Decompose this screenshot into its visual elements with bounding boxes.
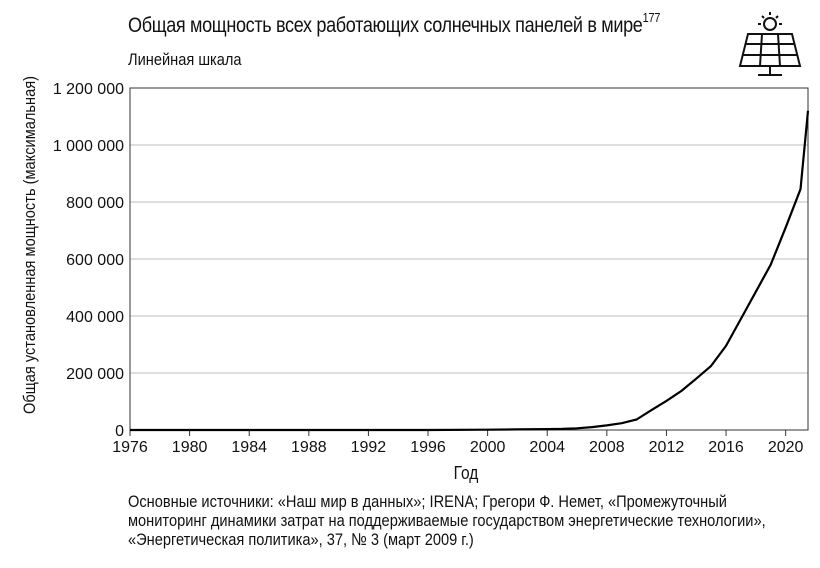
y-tick-label: 0 [115,423,124,440]
x-tick-label: 2020 [768,439,804,456]
x-tick-label: 1996 [410,439,446,456]
x-axis-label: Год [453,463,479,483]
x-tick-label: 1992 [351,439,387,456]
x-tick-label: 1976 [112,439,148,456]
chart-subtitle: Линейная шкала [128,50,242,69]
chart-title: Общая мощность всех работающих солнечных… [128,10,661,38]
x-tick-label: 2016 [708,439,744,456]
x-tick-label: 2000 [470,439,506,456]
y-tick-label: 400 000 [66,309,124,326]
y-tick-label: 600 000 [66,252,124,269]
x-tick-label: 2008 [589,439,625,456]
source-note: Основные источники: «Наш мир в данных»; … [128,492,766,549]
y-tick-label: 1 000 000 [53,138,124,155]
x-tick-label: 2012 [649,439,685,456]
title-footnote: 177 [642,10,661,25]
y-tick-label: 200 000 [66,366,124,383]
solar-panel-icon [734,12,804,83]
x-tick-label: 1980 [172,439,208,456]
series-line [130,110,810,432]
y-tick-label: 1 200 000 [53,81,124,98]
y-tick-label: 800 000 [66,195,124,212]
chart-title-text: Общая мощность всех работающих солнечных… [128,14,643,37]
x-tick-label: 1984 [231,439,267,456]
x-tick-label: 1988 [291,439,327,456]
x-tick-label: 2004 [529,439,565,456]
